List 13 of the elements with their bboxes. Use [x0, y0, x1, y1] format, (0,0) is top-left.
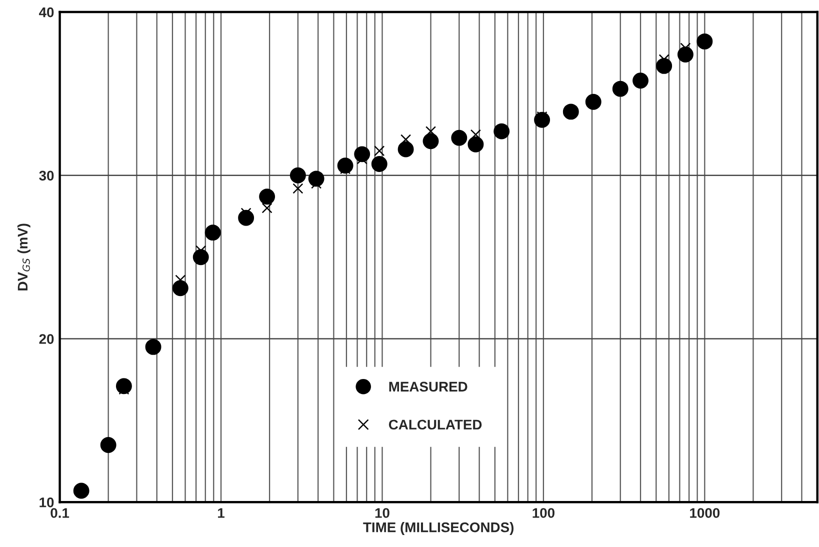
x-tick-label: 1: [218, 508, 224, 518]
y-tick-label: 30: [39, 170, 54, 181]
y-tick-label: 10: [40, 497, 54, 508]
x-axis-title: TIME (MILLISECONDS): [363, 522, 514, 535]
y-tick-label: 20: [39, 334, 54, 344]
x-tick-label: 1000: [690, 508, 720, 518]
x-tick-label: 0.1: [50, 508, 70, 518]
x-tick-label: 10: [375, 508, 390, 518]
legend-label: MEASURED: [389, 382, 468, 392]
x-tick-label: 100: [532, 508, 554, 518]
y-axis-title: DV$_{GS}$ (mV): [17, 224, 30, 290]
y-tick-label: 40: [38, 7, 54, 18]
legend-label: CALCULATED: [388, 420, 482, 430]
